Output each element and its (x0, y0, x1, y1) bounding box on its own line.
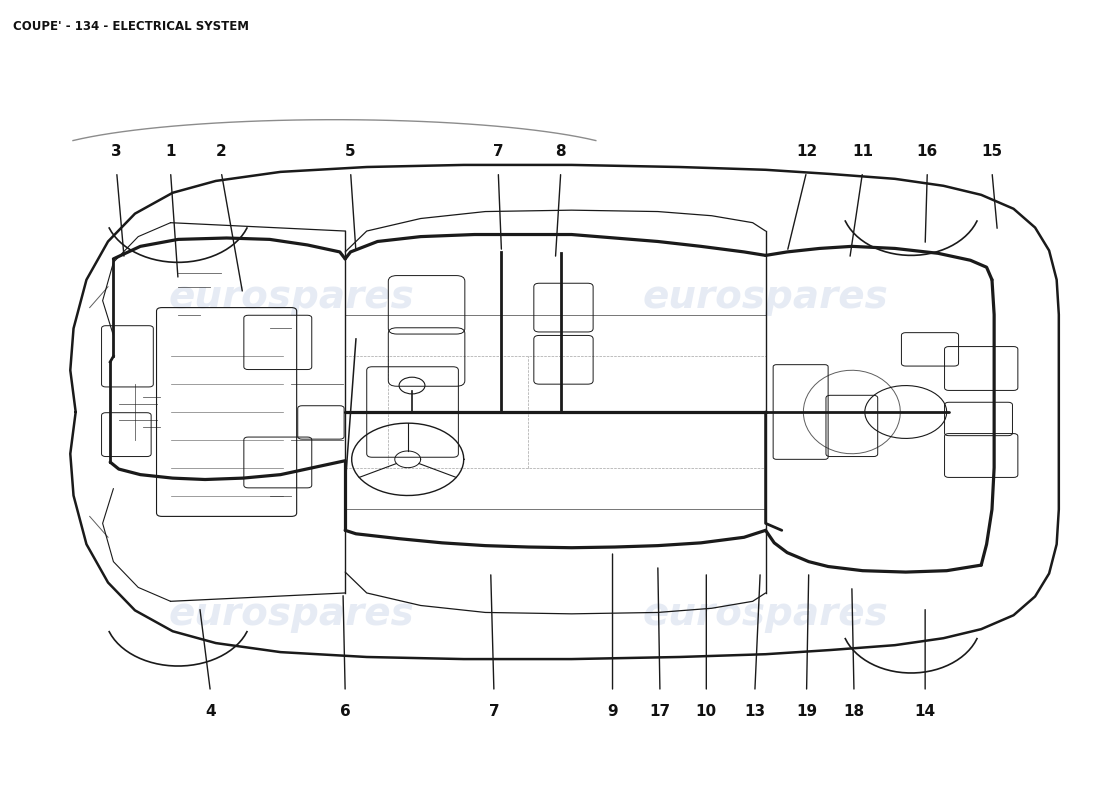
Text: 1: 1 (165, 144, 176, 159)
Text: 9: 9 (607, 704, 618, 719)
Text: 7: 7 (488, 704, 499, 719)
Text: 17: 17 (649, 704, 671, 719)
Text: 8: 8 (556, 144, 566, 159)
Text: 3: 3 (111, 144, 122, 159)
Text: eurospares: eurospares (642, 595, 889, 633)
Text: COUPE' - 134 - ELECTRICAL SYSTEM: COUPE' - 134 - ELECTRICAL SYSTEM (13, 20, 250, 33)
Text: 11: 11 (852, 144, 873, 159)
Text: 16: 16 (916, 144, 938, 159)
Text: 19: 19 (796, 704, 817, 719)
Text: 15: 15 (981, 144, 1002, 159)
Text: eurospares: eurospares (168, 595, 415, 633)
Text: 5: 5 (345, 144, 356, 159)
Text: 7: 7 (493, 144, 504, 159)
Text: 10: 10 (695, 704, 717, 719)
Text: 6: 6 (340, 704, 351, 719)
Text: 14: 14 (914, 704, 936, 719)
Text: 4: 4 (205, 704, 216, 719)
Text: eurospares: eurospares (642, 278, 889, 316)
Text: 12: 12 (796, 144, 817, 159)
Text: 18: 18 (844, 704, 865, 719)
Text: 13: 13 (745, 704, 766, 719)
Text: 2: 2 (216, 144, 227, 159)
Text: eurospares: eurospares (168, 278, 415, 316)
